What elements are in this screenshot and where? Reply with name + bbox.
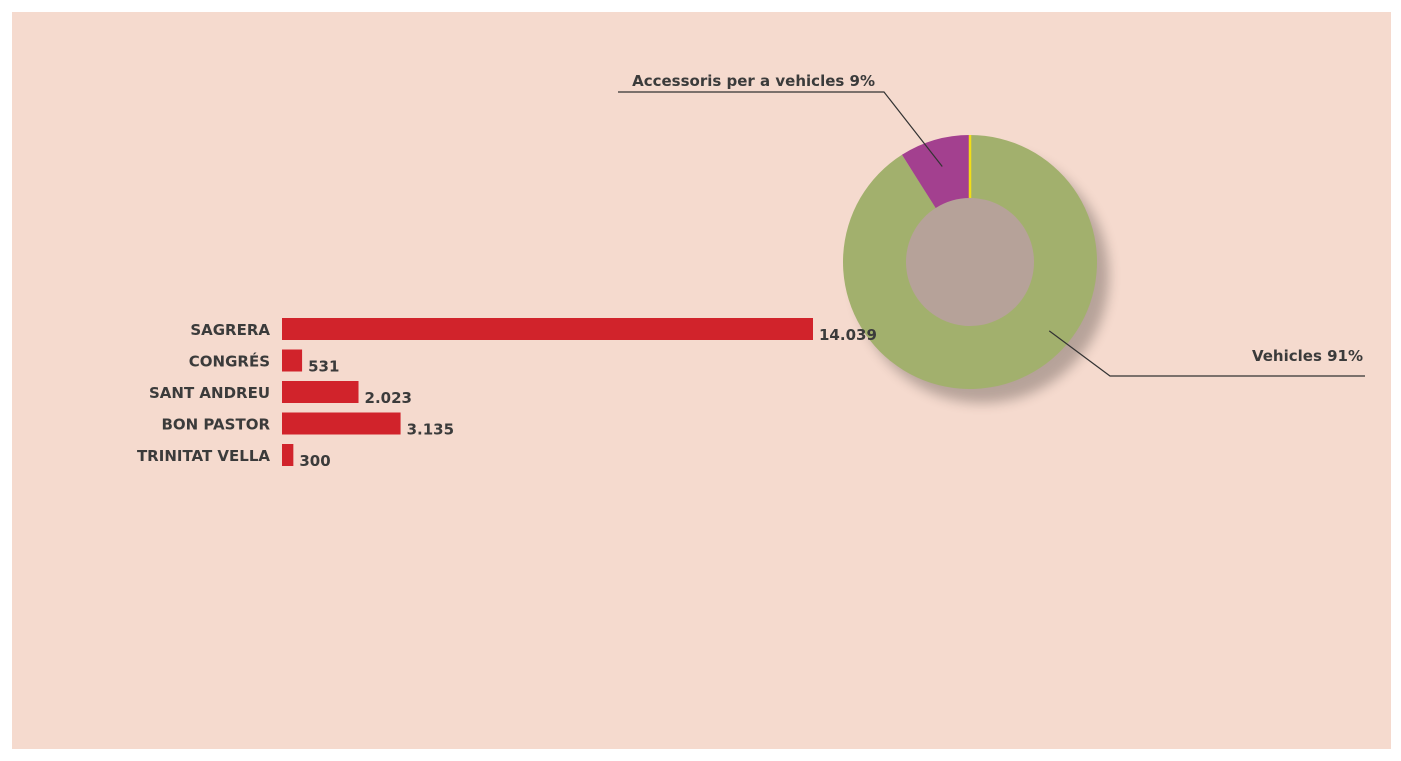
bar-category-label: TRINITAT VELLA — [137, 447, 270, 465]
bar-category-label: CONGRÉS — [189, 352, 270, 371]
figure-canvas: Accessoris per a vehicles 9% Vehicles 91%… — [137, 72, 1365, 470]
bar-chart: SAGRERA 14.039 CONGRÉS 531 SANT ANDREU 2.023 B… — [137, 318, 877, 470]
accessories-leader-line — [618, 91, 943, 167]
chart-panel: Accessoris per a vehicles 9% Vehicles 91%… — [12, 12, 1391, 749]
bar-category-label: BON PASTOR — [161, 416, 270, 434]
bar-1 — [282, 349, 303, 372]
bar-value-label: 2.023 — [365, 389, 412, 407]
bar-value-label: 14.039 — [819, 326, 877, 344]
accessories-label: Accessoris per a vehicles 9% — [632, 72, 875, 90]
donut-slice-0 — [843, 135, 1098, 389]
bar-2 — [282, 381, 359, 403]
bar-value-label: 531 — [308, 358, 339, 376]
bar-value-label: 3.135 — [407, 421, 454, 439]
bar-category-label: SANT ANDREU — [149, 384, 270, 402]
bar-4 — [282, 444, 294, 466]
bar-3 — [282, 412, 401, 435]
vehicles-label: Vehicles 91% — [1252, 347, 1363, 365]
bar-value-label: 300 — [299, 452, 330, 470]
bar-0 — [282, 318, 813, 340]
vehicles-leader-line — [1048, 330, 1365, 377]
donut-chart: Accessoris per a vehicles 9% Vehicles 91% — [618, 72, 1365, 403]
donut-slice-1 — [901, 135, 970, 208]
bar-category-label: SAGRERA — [190, 321, 270, 339]
